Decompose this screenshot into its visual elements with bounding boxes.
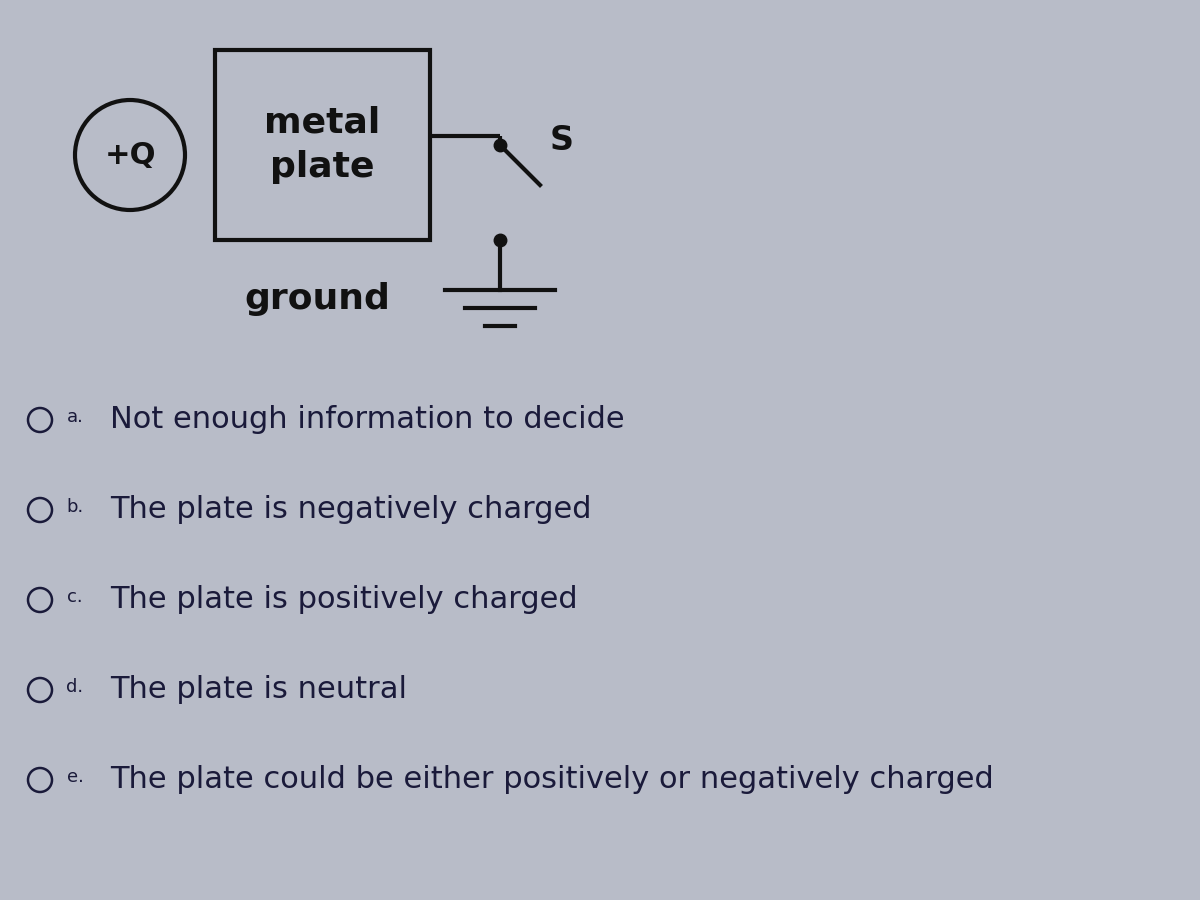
Text: e.: e.: [66, 768, 84, 786]
Text: ground: ground: [244, 282, 390, 316]
Text: a.: a.: [66, 408, 84, 426]
Text: The plate is neutral: The plate is neutral: [110, 676, 407, 705]
Text: The plate is negatively charged: The plate is negatively charged: [110, 496, 592, 525]
Text: +Q: +Q: [104, 140, 156, 169]
Text: Not enough information to decide: Not enough information to decide: [110, 406, 625, 435]
Text: d.: d.: [66, 678, 84, 696]
Text: metal
plate: metal plate: [264, 105, 380, 184]
Text: S: S: [550, 123, 574, 157]
Text: b.: b.: [66, 498, 84, 516]
Text: The plate is positively charged: The plate is positively charged: [110, 586, 577, 615]
Text: c.: c.: [67, 588, 83, 606]
Text: The plate could be either positively or negatively charged: The plate could be either positively or …: [110, 766, 994, 795]
Bar: [215, 50, 430, 240]
